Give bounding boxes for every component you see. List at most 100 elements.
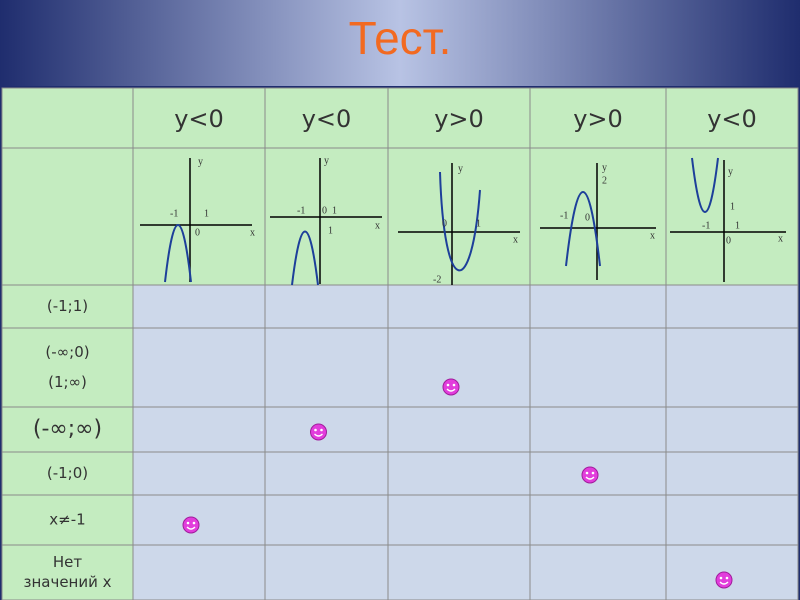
answer-cell [665,284,799,329]
row-label-cell [1,494,134,546]
smiley-eye [719,576,723,580]
column-header: y<0 [174,105,224,133]
answer-cell [132,327,266,408]
answer-cell [264,451,389,496]
header-cell [665,87,799,149]
answer-cell [387,327,531,408]
graph-label: y [198,156,203,167]
graph-label: x [513,234,518,245]
column-header: y>0 [434,105,484,133]
row-label: значений х [23,573,111,591]
row-label: (-∞;∞) [33,417,102,442]
answer-cell [529,406,667,453]
graph-label: 0 [726,235,731,246]
smiley-eye [186,521,190,525]
graph-label: -1 [560,210,568,221]
row-label: (-∞;0) [45,343,89,361]
answer-cell [132,544,266,600]
smiley-eye [591,471,595,475]
row-label-cell [1,451,134,496]
answer-cell [387,451,531,496]
title-band [0,0,800,86]
header-cell [1,87,134,149]
smiley-eye [585,471,589,475]
smiley-eye [192,521,196,525]
graph-label: 1 [735,220,740,231]
graph-label: 2 [602,175,607,186]
answer-cell [132,284,266,329]
title: Тест. [349,12,452,64]
curve [291,230,319,286]
row-label: Нет [53,553,83,571]
answer-cell [264,544,389,600]
column-header: y>0 [573,105,623,133]
smiley-mouth [186,526,196,530]
answer-cell [264,327,389,408]
graph-label: 0 [195,227,200,238]
answer-cell [132,494,266,546]
graph-label: -1 [702,220,710,231]
column-header: y<0 [302,105,352,133]
graph: y -1 0 1 1 x [270,155,382,286]
answer-cell [665,406,799,453]
graph-cell [665,147,799,286]
answer-cell [264,284,389,329]
column-header: y<0 [707,105,757,133]
smiley-eye [452,383,456,387]
smiley [310,423,327,441]
smiley-face [310,423,327,441]
graph-label: 0 [322,205,327,216]
answer-cell [387,284,531,329]
graph-label: y [458,163,463,174]
smiley-eye [446,383,450,387]
smiley-face [581,466,599,484]
curve [439,171,481,272]
graph-label: x [375,220,380,231]
smiley [581,466,599,484]
smiley-eye [314,428,317,432]
row-label-cell [1,327,134,408]
table: y<0 y<0 y>0 y>0 y<0 (-1;1) (-∞;0) (1;∞) (-∞;∞) (-… [1,87,799,600]
smiley-face [442,378,460,396]
graph-cell [1,147,134,286]
smiley-mouth [446,388,456,392]
row-label: x≠-1 [49,511,85,529]
answer-cell [387,406,531,453]
row-label: (-1;1) [47,297,88,315]
curve [565,191,601,267]
graph-cell [387,147,531,286]
graphs: y -1 1 0 x y -1 0 1 1 x y 0 1 x -2 [140,155,786,285]
answer-cell [665,544,799,600]
graph-label: x [650,230,655,241]
graph-label: 1 [328,225,333,236]
graph-label: 1 [204,208,209,219]
graph: y 2 -1 0 x [540,162,656,280]
graph-label: -2 [433,274,441,285]
curve [164,224,192,283]
answer-cell [387,494,531,546]
smiley-eye [320,428,323,432]
graph-label: 0 [585,212,590,223]
answer-cell [132,451,266,496]
graph: y 1 -1 1 0 x [670,157,786,282]
answer-cell [665,451,799,496]
answer-cell [387,544,531,600]
answer-cell [529,284,667,329]
answer-cell [264,494,389,546]
smiley-face [182,516,200,534]
graph-label: x [250,227,255,238]
header-cell [529,87,667,149]
answer-cell [529,494,667,546]
row-label-cell [1,544,134,600]
smiley [442,378,460,396]
graph-label: 0 [442,218,447,229]
graph-label: 1 [730,201,735,212]
answer-cell [665,494,799,546]
graph-label: y [324,155,329,166]
smiley-face [715,571,733,589]
graph-label: x [778,233,783,244]
smiley-eye [725,576,729,580]
graph-cell [132,147,266,286]
